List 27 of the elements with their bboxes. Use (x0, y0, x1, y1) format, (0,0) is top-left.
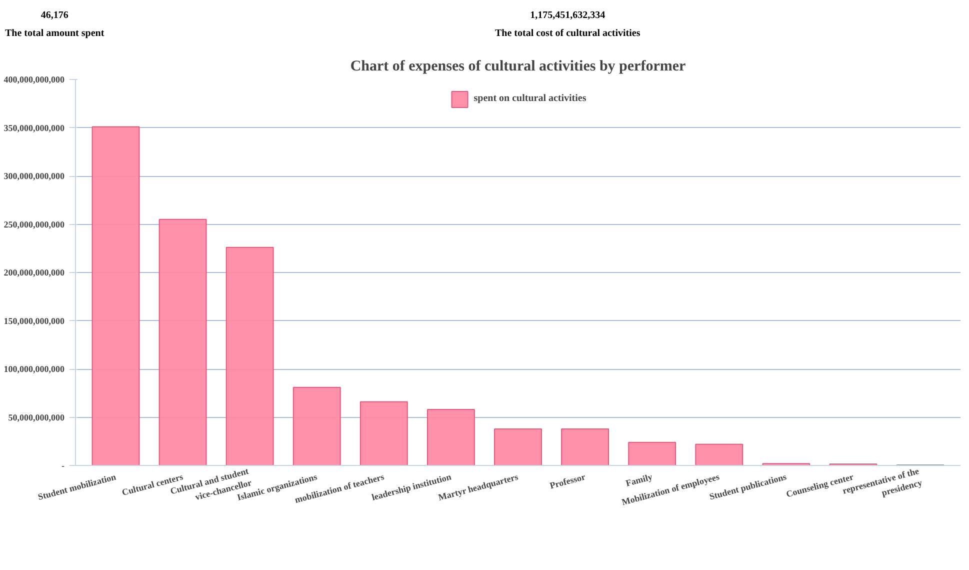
y-tick-label: 400,000,000,000 (4, 74, 65, 84)
bar (226, 246, 274, 466)
x-tick-label: Family (624, 471, 654, 488)
y-tick-label: 350,000,000,000 (4, 122, 65, 132)
y-tick-label: 200,000,000,000 (4, 267, 65, 278)
text: The total amount spent (5, 27, 104, 42)
legend-label: spent on cultural activities (474, 93, 586, 104)
y-tick-label: 250,000,000,000 (4, 218, 65, 229)
bar (292, 386, 341, 466)
text: 46,176 (40, 9, 70, 23)
y-tick-label: 50,000,000,000 (8, 412, 65, 422)
bar (92, 126, 140, 466)
bar (360, 400, 408, 466)
y-tick-label: 300,000,000,000 (4, 170, 65, 181)
bar (628, 441, 676, 466)
text: 1,175,451,632,334 (529, 9, 606, 23)
chart-title: Chart of expenses of cultural activities by performer (350, 58, 686, 74)
y-tick-label: 100,000,000,000 (4, 364, 65, 374)
y-tick-label: - (62, 460, 65, 470)
bar (695, 443, 744, 466)
bar (158, 218, 207, 466)
x-tick-label: Professor (548, 471, 586, 490)
bar (426, 408, 475, 466)
bar (494, 428, 542, 466)
y-tick-label: 150,000,000,000 (4, 315, 65, 326)
bar (561, 428, 610, 466)
text: The total cost of cultural activities (495, 27, 640, 42)
